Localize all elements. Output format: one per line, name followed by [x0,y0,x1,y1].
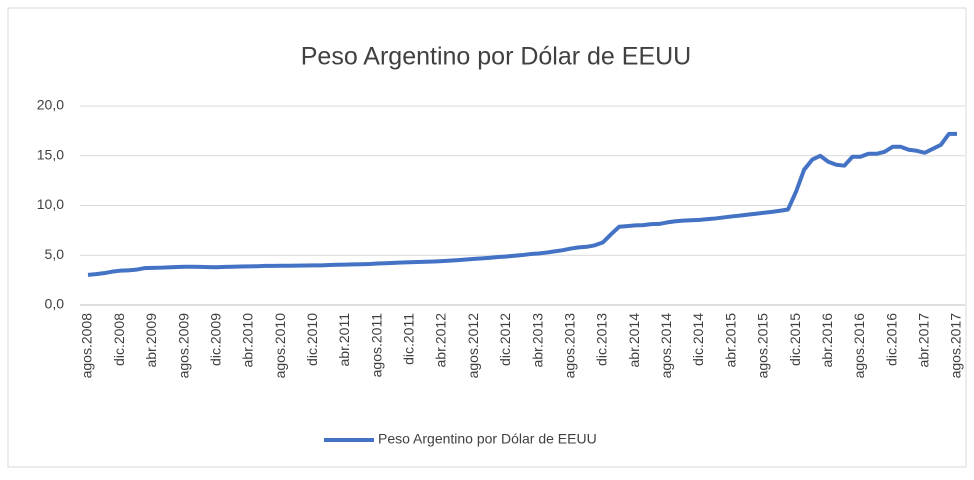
chart-frame [7,7,967,468]
x-tick-label: agos.2014 [658,313,674,379]
x-tick-label: dic.2016 [883,313,899,366]
x-tick-label: dic.2008 [111,313,127,366]
x-tick-label: abr.2014 [626,313,642,368]
x-tick-label: dic.2011 [401,313,417,365]
x-tick-label: agos.2010 [272,313,288,379]
x-tick-label: agos.2012 [465,313,481,379]
x-tick-label: abr.2016 [819,313,835,368]
x-tick-label: abr.2017 [916,313,932,368]
x-tick-label: agos.2009 [175,313,191,379]
x-tick-label: abr.2013 [529,313,545,368]
x-tick-label: agos.2016 [851,313,867,379]
y-tick-label: 5,0 [45,246,65,262]
x-tick-label: agos.2008 [79,313,95,379]
x-tick-label: abr.2012 [433,313,449,368]
x-tick-label: agos.2013 [561,313,577,379]
x-tick-label: agos.2017 [948,313,964,379]
x-tick-label: dic.2015 [787,313,803,366]
y-tick-label: 10,0 [37,196,64,212]
legend-label: Peso Argentino por Dólar de EEUU [378,431,597,447]
x-tick-label: dic.2013 [594,313,610,366]
x-tick-label: dic.2014 [690,313,706,366]
x-tick-label: agos.2015 [755,313,771,379]
x-tick-label: abr.2009 [143,313,159,368]
x-tick-label: dic.2010 [304,313,320,366]
chart-title: Peso Argentino por Dólar de EEUU [301,43,692,71]
y-tick-label: 20,0 [37,97,64,113]
x-tick-label: dic.2009 [207,313,223,366]
y-tick-label: 15,0 [37,146,64,162]
x-tick-label: abr.2011 [336,313,352,367]
data-line [87,131,957,277]
y-tick-label: 0,0 [45,296,65,312]
x-tick-label: abr.2015 [722,313,738,368]
x-tick-label: dic.2012 [497,313,513,366]
x-tick-label: abr.2010 [240,313,256,368]
x-tick-label: agos.2011 [368,313,384,378]
